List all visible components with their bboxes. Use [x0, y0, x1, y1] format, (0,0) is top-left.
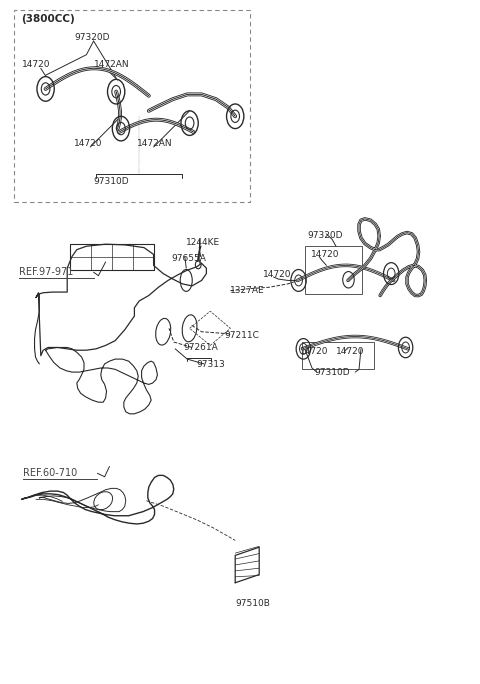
Text: 97211C: 97211C	[225, 330, 260, 340]
Text: 97655A: 97655A	[172, 254, 207, 263]
Text: REF.60-710: REF.60-710	[23, 469, 77, 478]
Text: 1244KE: 1244KE	[186, 237, 220, 247]
Text: 1327AE: 1327AE	[230, 286, 265, 295]
Text: 14720: 14720	[311, 250, 339, 259]
Text: REF.97-971: REF.97-971	[19, 267, 73, 277]
Text: 97510B: 97510B	[235, 598, 270, 608]
Text: (3800CC): (3800CC)	[22, 14, 75, 24]
Bar	[305, 246, 362, 294]
Text: 14720: 14720	[74, 139, 103, 148]
Text: 97310D: 97310D	[314, 368, 350, 378]
Text: 14720: 14720	[300, 347, 328, 356]
Text: 97313: 97313	[197, 360, 226, 369]
Text: 97261A: 97261A	[183, 343, 218, 352]
Text: 1472AN: 1472AN	[137, 139, 172, 148]
Text: 14720: 14720	[336, 347, 364, 356]
Text: 97320D: 97320D	[307, 231, 343, 241]
Text: 97310D: 97310D	[94, 176, 129, 186]
Bar	[14, 10, 250, 202]
Text: 97320D: 97320D	[74, 33, 110, 42]
Text: 14720: 14720	[22, 60, 50, 70]
Bar	[302, 342, 374, 369]
Text: 14720: 14720	[263, 270, 291, 280]
Text: 1472AN: 1472AN	[94, 60, 129, 70]
